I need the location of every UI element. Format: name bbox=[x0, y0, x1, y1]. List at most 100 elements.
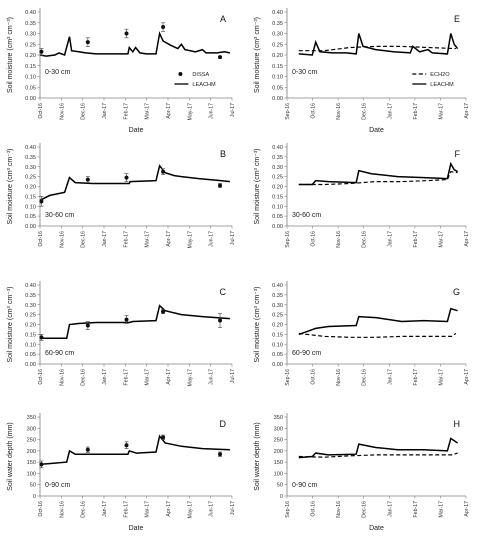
x-tick-label: Jul-17 bbox=[230, 501, 236, 515]
x-axis-title: Date bbox=[129, 127, 144, 134]
data-point-dissa bbox=[124, 317, 129, 322]
x-tick-label: Sep-16 bbox=[285, 501, 291, 518]
x-tick-label: Apr-17 bbox=[464, 501, 470, 517]
panel-g: 0.00 0.05 0.10 0.15 0.20 0.25 0.30 0.35 0.40 Sep-… bbox=[254, 281, 470, 386]
y-tick-label: 0.30 bbox=[272, 303, 283, 309]
legend-label: LEACHM bbox=[192, 82, 216, 88]
y-tick-label: 150 bbox=[274, 460, 283, 466]
x-tick-label: Dec-16 bbox=[81, 103, 87, 120]
series-line-ech2o bbox=[298, 452, 458, 458]
data-point-dissa bbox=[85, 177, 90, 182]
x-tick-label: Sep-16 bbox=[285, 369, 291, 386]
y-tick-label: 0.10 bbox=[272, 75, 283, 81]
x-tick-label: Jul-17 bbox=[230, 369, 236, 383]
panel-letter: C bbox=[220, 287, 227, 297]
series-line-ech2o bbox=[298, 171, 458, 186]
x-tick-label: Dec-16 bbox=[81, 369, 87, 386]
y-tick-label: 0.25 bbox=[272, 313, 283, 319]
y-tick-label: 0.20 bbox=[25, 53, 36, 59]
x-tick-label: Jan-17 bbox=[102, 369, 108, 385]
x-tick-label: May-17 bbox=[187, 103, 193, 120]
y-tick-label: 150 bbox=[27, 460, 36, 466]
y-axis-title: Soil moisture (cm³ cm⁻³) bbox=[254, 17, 261, 93]
x-tick-label: May-17 bbox=[187, 501, 193, 518]
y-tick-label: 200 bbox=[27, 449, 36, 455]
legend-label: LEACHM bbox=[430, 82, 454, 88]
y-tick-label: 0.15 bbox=[272, 332, 283, 338]
y-tick-label: 0.00 bbox=[25, 96, 36, 102]
x-tick-label: Jan-17 bbox=[387, 231, 393, 247]
y-tick-label: 0.20 bbox=[25, 323, 36, 329]
x-tick-label: Oct-16 bbox=[311, 231, 317, 247]
x-tick-label: Oct-16 bbox=[311, 103, 317, 119]
y-tick-label: 300 bbox=[274, 426, 283, 432]
y-axis-title: Soil water depth (mm) bbox=[7, 422, 14, 490]
legend-label: DISSA bbox=[192, 72, 209, 78]
x-tick-label: Nov-16 bbox=[336, 231, 342, 248]
y-tick-label: 0.05 bbox=[25, 85, 36, 91]
data-point-dissa bbox=[124, 31, 129, 36]
y-axis-title: Soil moisture (cm³ cm⁻³) bbox=[254, 286, 261, 362]
legend-label: ECH2O bbox=[430, 72, 450, 78]
data-point-dissa bbox=[161, 25, 166, 30]
x-tick-label: Feb-17 bbox=[123, 501, 129, 518]
x-tick-label: Nov-16 bbox=[336, 369, 342, 386]
depth-label: 0-90 cm bbox=[45, 482, 70, 489]
y-tick-label: 300 bbox=[27, 426, 36, 432]
data-point-dissa bbox=[161, 169, 166, 174]
y-tick-label: 0.10 bbox=[272, 342, 283, 348]
data-point-dissa bbox=[85, 447, 90, 452]
y-tick-label: 0.35 bbox=[272, 21, 283, 27]
x-tick-label: Oct-16 bbox=[311, 501, 317, 517]
x-tick-label: Mar-17 bbox=[145, 369, 151, 386]
panel-b: 0.00 0.05 0.10 0.15 0.20 0.25 0.30 0.35 0.40 Oct-… bbox=[7, 143, 236, 248]
data-point-dissa bbox=[218, 55, 223, 60]
y-tick-label: 0.10 bbox=[25, 75, 36, 81]
x-axis-title: Date bbox=[369, 127, 384, 134]
depth-label: 30-60 cm bbox=[292, 212, 321, 219]
y-tick-label: 0.35 bbox=[272, 155, 283, 161]
x-tick-label: Feb-17 bbox=[123, 369, 129, 386]
y-tick-label: 0 bbox=[33, 494, 36, 500]
panel-letter: E bbox=[454, 14, 460, 24]
y-tick-label: 0.15 bbox=[272, 64, 283, 70]
x-tick-label: Dec-16 bbox=[81, 501, 87, 518]
y-tick-label: 50 bbox=[277, 483, 283, 489]
y-axis-title: Soil water depth (mm) bbox=[254, 422, 261, 490]
series-line-leachm bbox=[298, 161, 458, 186]
y-tick-label: 0.05 bbox=[272, 85, 283, 91]
y-tick-label: 0.40 bbox=[25, 10, 36, 16]
data-point-dissa bbox=[39, 462, 44, 467]
data-point-dissa bbox=[218, 318, 223, 323]
x-tick-label: Oct-16 bbox=[38, 501, 44, 517]
panel-letter: B bbox=[220, 149, 226, 159]
depth-label: 0-30 cm bbox=[292, 69, 317, 76]
y-tick-label: 350 bbox=[274, 415, 283, 421]
data-point-dissa bbox=[218, 452, 223, 457]
depth-label: 0-30 cm bbox=[45, 69, 70, 76]
depth-label: 60-90 cm bbox=[292, 350, 321, 357]
series-line-ech2o bbox=[298, 332, 457, 338]
y-tick-label: 0.40 bbox=[25, 283, 36, 289]
y-tick-label: 0.20 bbox=[272, 185, 283, 191]
x-tick-label: Apr-17 bbox=[166, 103, 172, 119]
y-tick-label: 0.20 bbox=[272, 323, 283, 329]
x-tick-label: Apr-17 bbox=[464, 231, 470, 247]
panel-h: 0 50 100 150 200 250 300 350 Sep-16 Oct-16 Nov-16 D… bbox=[254, 413, 470, 532]
y-tick-label: 0.00 bbox=[272, 224, 283, 230]
y-tick-label: 0.05 bbox=[25, 214, 36, 220]
x-tick-label: Dec-16 bbox=[362, 369, 368, 386]
x-tick-label: Jan-17 bbox=[387, 103, 393, 119]
depth-label: 60-90 cm bbox=[45, 350, 74, 357]
y-axis-title: Soil moisture (cm³ cm⁻³) bbox=[7, 17, 14, 93]
x-tick-label: Jul-17 bbox=[230, 231, 236, 245]
panel-f: 0.00 0.05 0.10 0.15 0.20 0.25 0.30 0.35 0.40 Sep-… bbox=[254, 143, 470, 248]
x-tick-label: Nov-16 bbox=[59, 501, 65, 518]
x-tick-label: Dec-16 bbox=[362, 231, 368, 248]
x-tick-label: Mar-17 bbox=[145, 103, 151, 120]
x-tick-label: Mar-17 bbox=[145, 501, 151, 518]
y-tick-label: 0.00 bbox=[272, 96, 283, 102]
y-tick-label: 0.30 bbox=[25, 303, 36, 309]
y-tick-label: 0.20 bbox=[272, 53, 283, 59]
